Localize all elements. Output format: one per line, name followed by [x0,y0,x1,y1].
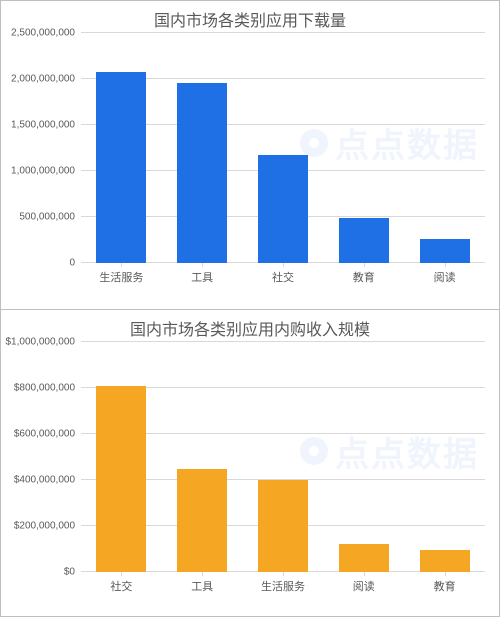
y-tick-label: 2,000,000,000 [11,74,81,85]
bar-slot [404,33,485,263]
x-tick-label: 阅读 [323,572,404,594]
bars-container [81,342,485,572]
bar-slot [323,33,404,263]
x-tick-label: 社交 [243,263,324,285]
downloads-bar [177,83,227,263]
revenue-chart-panel: 国内市场各类别应用内购收入规模 点点数据 $0$200,000,000$400,… [1,309,499,617]
y-tick-label: 2,500,000,000 [11,28,81,39]
downloads-chart-panel: 国内市场各类别应用下载量 点点数据 0500,000,0001,000,000,… [1,1,499,309]
downloads-x-axis: 生活服务工具社交教育阅读 [81,263,485,285]
y-tick-label: $400,000,000 [14,475,81,486]
revenue-bar [177,469,227,573]
y-tick-label: 1,500,000,000 [11,120,81,131]
x-tick-label: 工具 [162,572,243,594]
bar-slot [81,342,162,572]
revenue-plot-area: $0$200,000,000$400,000,000$600,000,000$8… [81,342,485,572]
revenue-bar [258,480,308,572]
y-tick-label: $0 [64,567,81,578]
y-tick-label: 1,000,000,000 [11,166,81,177]
y-tick-label: $800,000,000 [14,383,81,394]
bars-container [81,33,485,263]
bar-slot [243,33,324,263]
bar-slot [404,342,485,572]
bar-slot [243,342,324,572]
y-tick-label: 500,000,000 [19,212,81,223]
bar-slot [323,342,404,572]
page: 国内市场各类别应用下载量 点点数据 0500,000,0001,000,000,… [0,0,500,617]
revenue-bar [96,386,146,572]
bar-slot [81,33,162,263]
downloads-bar [258,155,308,263]
downloads-bar [339,218,389,263]
x-tick-label: 生活服务 [81,263,162,285]
bar-slot [162,342,243,572]
y-tick-label: $600,000,000 [14,429,81,440]
y-tick-label: 0 [69,258,81,269]
revenue-bar [420,550,470,572]
x-tick-label: 阅读 [404,263,485,285]
revenue-x-axis: 社交工具生活服务阅读教育 [81,572,485,594]
revenue-bar [339,544,389,572]
downloads-bar [96,72,146,263]
x-tick-label: 教育 [323,263,404,285]
x-tick-label: 生活服务 [243,572,324,594]
downloads-bar [420,239,470,263]
bar-slot [162,33,243,263]
x-tick-label: 工具 [162,263,243,285]
x-tick-label: 社交 [81,572,162,594]
x-tick-label: 教育 [404,572,485,594]
y-tick-label: $1,000,000,000 [5,337,81,348]
y-tick-label: $200,000,000 [14,521,81,532]
downloads-plot-area: 0500,000,0001,000,000,0001,500,000,0002,… [81,33,485,263]
